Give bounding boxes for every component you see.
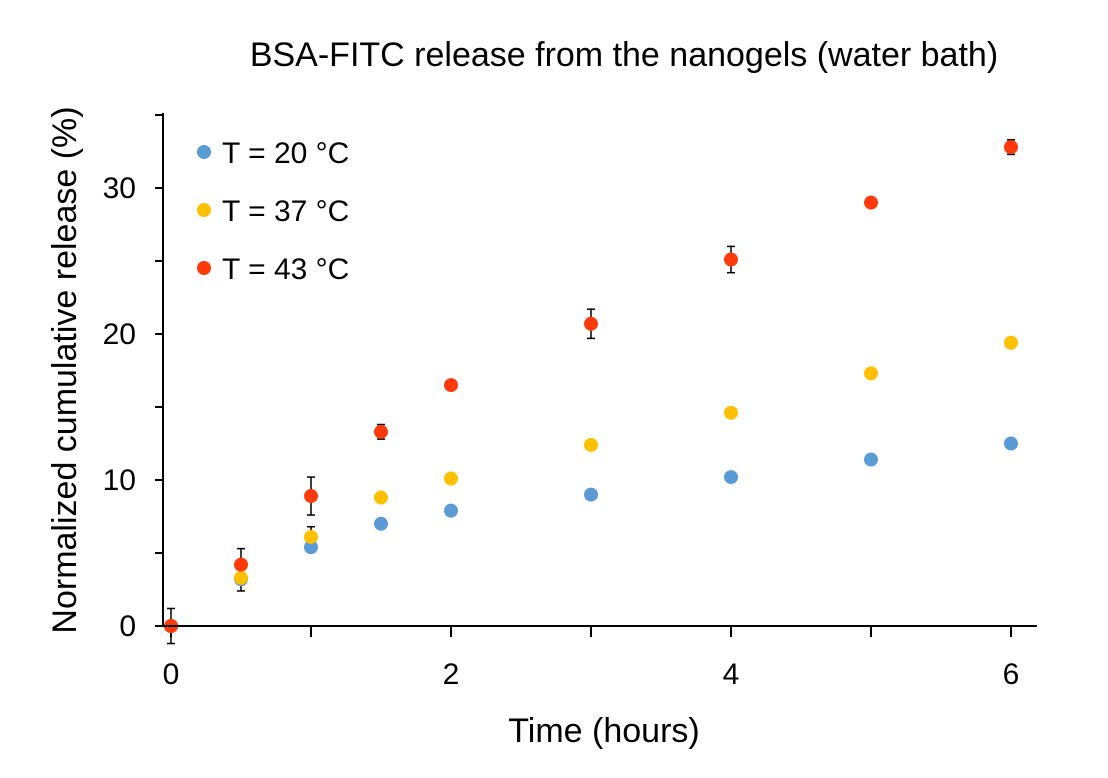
data-point bbox=[1004, 140, 1018, 155]
legend-marker bbox=[197, 145, 211, 159]
points-layer bbox=[164, 140, 1018, 633]
x-tick-label: 2 bbox=[443, 658, 460, 691]
data-point bbox=[444, 378, 458, 393]
data-point bbox=[304, 529, 318, 544]
legend: T = 20 °C T = 37 °C T = 43 °C bbox=[197, 137, 349, 286]
data-point bbox=[444, 503, 458, 518]
data-point bbox=[1004, 335, 1018, 350]
data-point bbox=[864, 195, 878, 210]
data-point bbox=[304, 489, 318, 504]
data-point bbox=[724, 470, 738, 485]
data-point bbox=[374, 516, 388, 531]
x-tick-label: 6 bbox=[1003, 658, 1020, 691]
data-point bbox=[864, 366, 878, 381]
y-tick-label: 0 bbox=[119, 610, 136, 643]
legend-marker bbox=[197, 261, 211, 275]
chart-title: BSA-FITC release from the nanogels (wate… bbox=[250, 36, 998, 74]
data-point bbox=[234, 570, 248, 585]
data-point bbox=[584, 316, 598, 331]
legend-label: T = 37 °C bbox=[222, 195, 349, 228]
data-point bbox=[444, 471, 458, 486]
y-axis-label: Normalized cumulative release (%) bbox=[46, 106, 84, 633]
y-tick-label: 10 bbox=[103, 464, 136, 497]
legend-marker bbox=[197, 203, 211, 217]
data-point bbox=[304, 540, 318, 555]
y-tick-label: 20 bbox=[103, 318, 136, 351]
data-point bbox=[724, 252, 738, 267]
x-tick-label: 4 bbox=[723, 658, 740, 691]
data-point bbox=[584, 487, 598, 502]
legend-label: T = 20 °C bbox=[222, 137, 349, 170]
legend-label: T = 43 °C bbox=[222, 253, 349, 286]
data-point bbox=[374, 424, 388, 439]
data-point bbox=[584, 437, 598, 452]
data-point bbox=[374, 490, 388, 505]
data-point bbox=[234, 557, 248, 572]
x-axis-label: Time (hours) bbox=[508, 712, 699, 750]
y-tick-label: 30 bbox=[103, 172, 136, 205]
data-point bbox=[724, 405, 738, 420]
data-point bbox=[1004, 436, 1018, 451]
ticks-layer: 0 2 4 6 0 10 20 30 bbox=[103, 114, 1020, 691]
data-point bbox=[864, 452, 878, 467]
x-tick-label: 0 bbox=[163, 658, 180, 691]
